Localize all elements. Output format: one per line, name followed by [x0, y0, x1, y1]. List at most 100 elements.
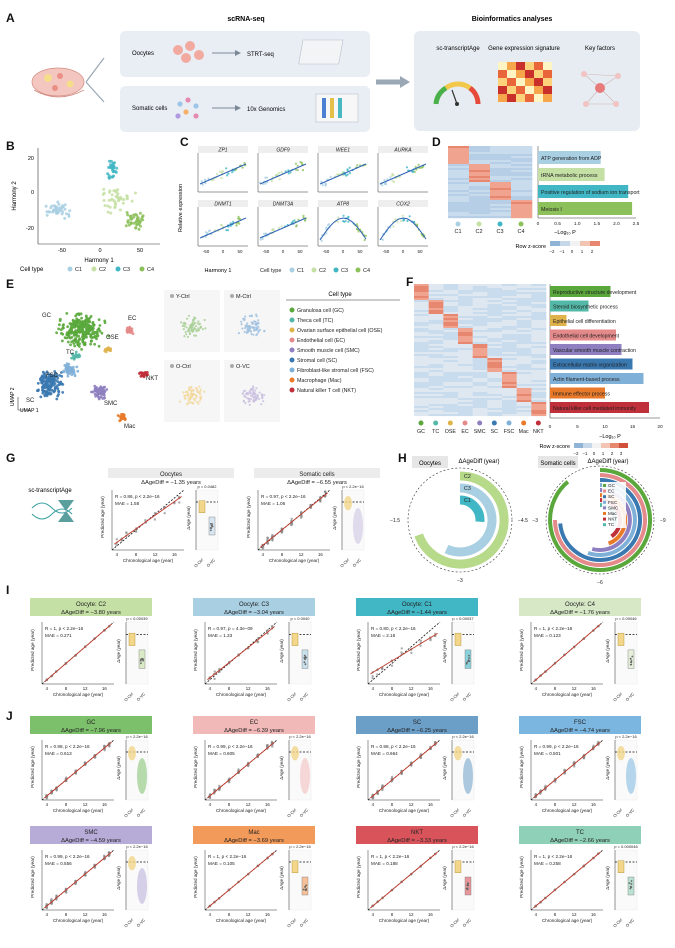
gene-name: GDF9: [276, 148, 290, 154]
stat-r: R = 1, p < 2.2e−16: [534, 854, 573, 859]
heat-cell: [458, 404, 473, 407]
age-point: [218, 784, 221, 787]
scrna-title: scRNA-seq: [227, 16, 264, 23]
mini-point: [262, 400, 265, 403]
heat-cell: [502, 310, 517, 313]
heat-cell: [472, 312, 488, 315]
x-tick: 8: [554, 686, 557, 691]
heat-cell: [469, 192, 491, 195]
smooth-curve: [319, 217, 367, 241]
box-ctrl: [454, 860, 462, 873]
heat-cell: [458, 370, 473, 373]
legend-label: Natural killer T cell (NKT): [297, 388, 356, 394]
heat-cell: [490, 204, 512, 207]
heat-cell: [490, 178, 512, 181]
expr-point: [299, 161, 302, 164]
i-delta: ΔAgeDiff = −3.04 years: [224, 610, 284, 616]
box-point: [628, 882, 631, 884]
heat-cell: [414, 302, 429, 305]
heat-cell: [458, 292, 473, 295]
umap-point: [69, 343, 72, 347]
group-tick: O-Ctrl: [339, 557, 350, 568]
heat-cell: [502, 344, 517, 347]
term-bar: [550, 286, 611, 297]
mini-point: [199, 396, 202, 399]
fit-line: [207, 626, 275, 681]
x-tick: 8: [65, 912, 68, 917]
heat-cell: [469, 152, 491, 155]
heat-cell: [458, 368, 473, 371]
x-tick: 16: [265, 912, 270, 917]
heat-cell: [472, 296, 488, 299]
dage-label: ΔAge (year): [279, 866, 284, 890]
g-somatic-delta: ΔAgeDiff = −6.55 years: [287, 480, 347, 486]
heat-cell: [531, 390, 547, 393]
panel-letter-g: G: [6, 451, 15, 465]
group-tick: O-VC: [625, 691, 636, 702]
umap-point: [48, 391, 52, 395]
age-point: [45, 906, 49, 910]
box-point: [629, 887, 632, 890]
expr-point: [287, 172, 290, 175]
umap-point: [52, 383, 56, 387]
h-tick: −3: [532, 518, 538, 524]
umap-point: [55, 397, 59, 401]
heat-cell: [507, 94, 516, 102]
heat-cell: [443, 372, 459, 375]
x-tick: 12: [83, 686, 88, 691]
umap-point: [143, 372, 147, 376]
heat-cell: [428, 398, 444, 401]
term-label: Positive regulation of sodium ion transp…: [541, 190, 640, 196]
b-legend: C1 C2 C3 C4: [67, 266, 154, 273]
umap-point: [146, 373, 150, 377]
heat-cell: [448, 186, 470, 189]
heat-cell: [525, 62, 534, 70]
box-point: [466, 661, 468, 664]
stat-mae: MAE = 0.258: [534, 861, 561, 866]
group-label: C3: [496, 229, 503, 235]
heat-cell: [469, 164, 491, 167]
harmony-point: [113, 161, 116, 165]
umap-point: [90, 339, 93, 343]
heat-cell: [531, 294, 547, 297]
heat-cell: [472, 294, 488, 297]
j-delta: ΔAgeDiff = −6.39 years: [224, 728, 284, 734]
expr-point: [413, 170, 416, 174]
age-point: [381, 788, 384, 792]
heat-cell: [448, 158, 470, 161]
heat-cell: [458, 352, 473, 355]
heat-cell: [487, 412, 503, 415]
heat-cell: [443, 300, 459, 303]
expr-point: [280, 171, 283, 174]
age-point: [45, 797, 48, 800]
group-label: C1: [454, 229, 461, 235]
harmony-point: [125, 197, 129, 201]
heat-cell: [448, 162, 470, 165]
heat-cell: [502, 364, 517, 367]
term-bar: [538, 185, 629, 198]
heat-cell: [531, 396, 547, 399]
age-point: [300, 515, 303, 518]
heat-cell: [428, 404, 444, 407]
heat-cell: [443, 308, 459, 311]
group-tick: O-VC: [625, 917, 636, 928]
g-oocytes-title: Oocytes: [160, 472, 182, 478]
heat-cell: [516, 294, 532, 297]
mini-point: [196, 391, 199, 394]
heat-cell: [531, 318, 547, 321]
panel-b: Harmony 2 Harmony 1 20 0 -20 -50 0 50 Ce…: [12, 148, 160, 273]
umap-point: [88, 326, 91, 330]
box-point: [629, 658, 632, 660]
heat-cell: [443, 344, 459, 347]
heat-cell: [472, 404, 488, 407]
age-point: [134, 529, 138, 532]
heat-cell: [490, 186, 512, 189]
age-point: [108, 745, 111, 748]
mini-point: [184, 394, 187, 397]
heat-cell: [516, 298, 532, 301]
heat-cell: [428, 392, 444, 395]
heat-cell: [516, 396, 532, 399]
heat-cell: [428, 388, 444, 391]
